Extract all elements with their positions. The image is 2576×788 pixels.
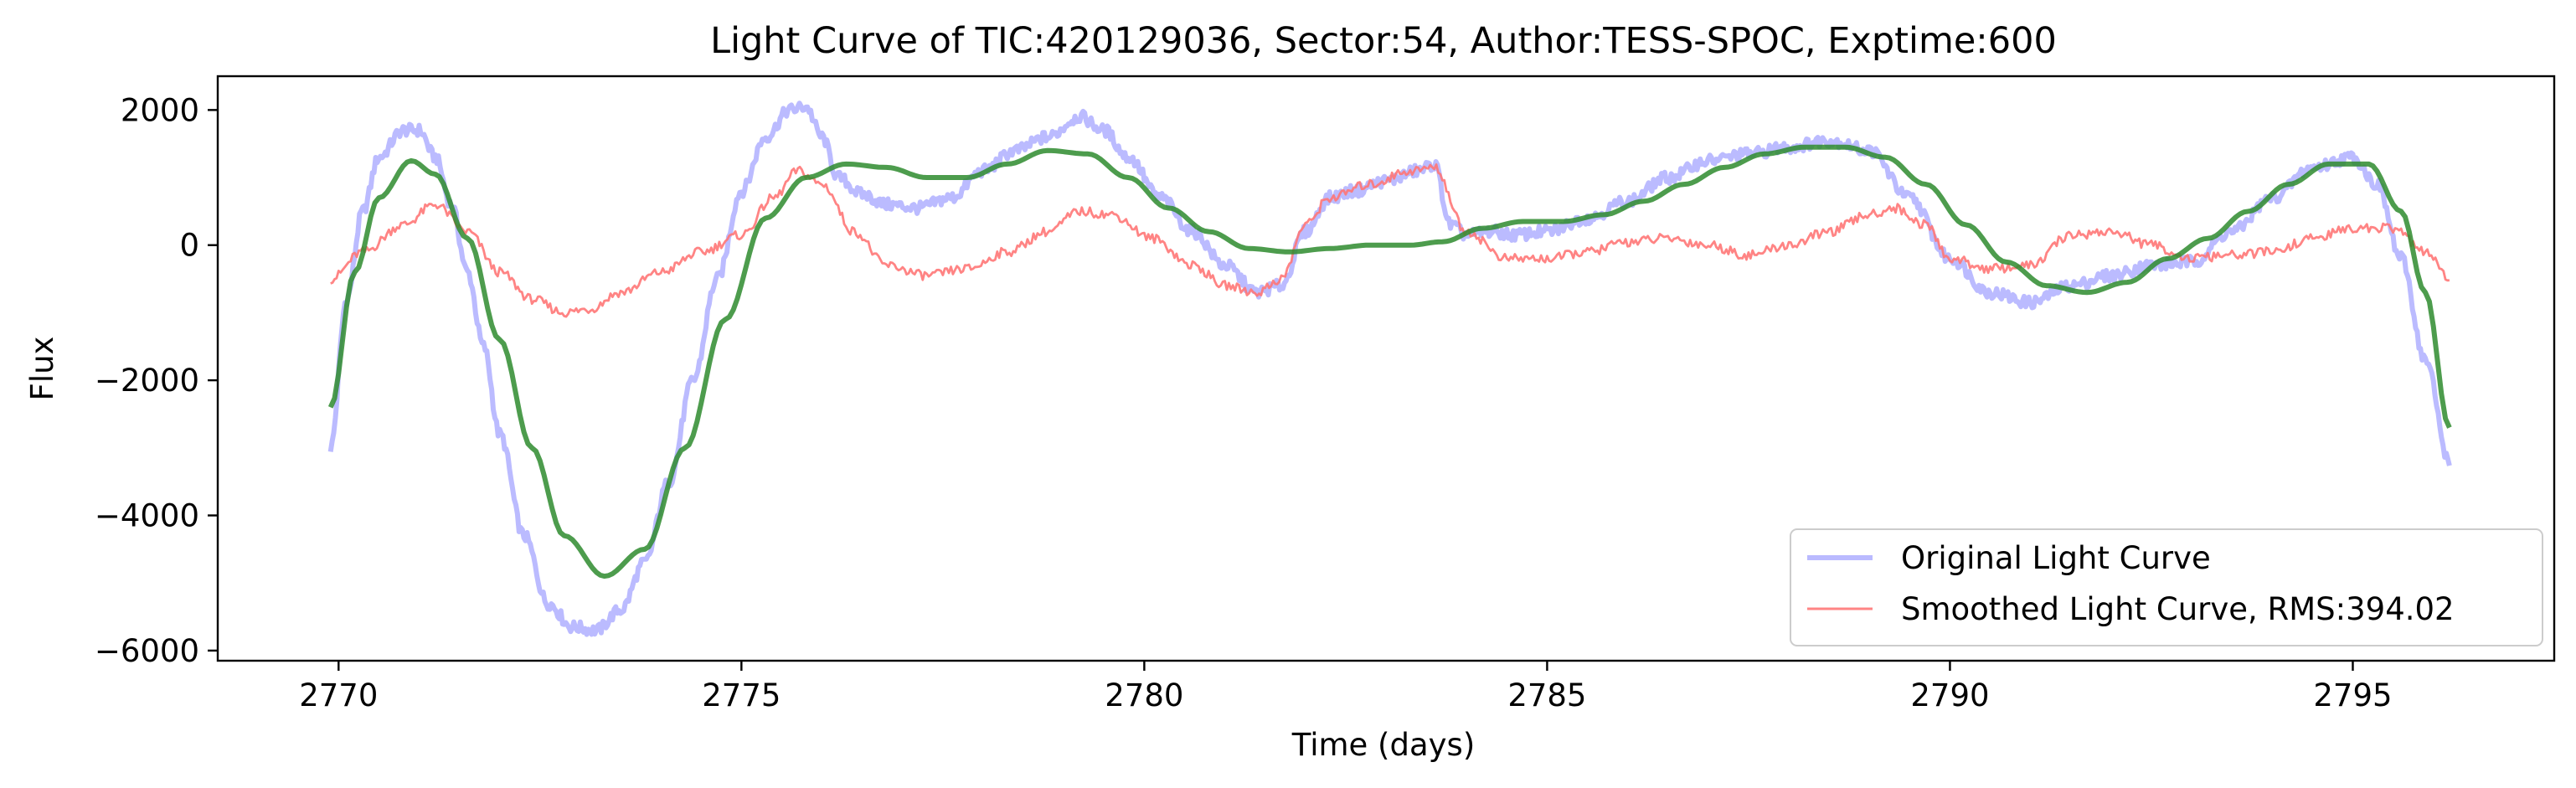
chart-title: Light Curve of TIC:420129036, Sector:54,… xyxy=(710,20,2057,62)
plot-frame xyxy=(216,75,2556,662)
x-tick-label: 2780 xyxy=(1105,677,1183,713)
x-tick-label: 2775 xyxy=(702,677,781,713)
x-tick-label: 2795 xyxy=(2313,677,2392,713)
series-smoothed-light-curve xyxy=(330,163,2450,318)
legend-box xyxy=(1790,528,2543,646)
y-tick-label: 2000 xyxy=(121,92,199,128)
legend-label-smoothed: Smoothed Light Curve, RMS:394.02 xyxy=(1901,591,2455,627)
x-tick-label: 2785 xyxy=(1507,677,1586,713)
x-tick-label: 2770 xyxy=(299,677,378,713)
legend: Original Light Curve Smoothed Light Curv… xyxy=(1790,528,2543,646)
y-tick-label: −2000 xyxy=(95,363,199,399)
y-tick-label: −4000 xyxy=(95,498,199,534)
y-tick-label: −6000 xyxy=(95,633,199,669)
x-tick-label: 2790 xyxy=(1910,677,1989,713)
legend-label-original: Original Light Curve xyxy=(1901,540,2211,576)
y-tick-label: 0 xyxy=(179,228,199,264)
series-trend-fit xyxy=(327,144,2452,579)
y-axis-label: Flux xyxy=(24,337,60,401)
x-axis-label: Time (days) xyxy=(1291,727,1476,763)
